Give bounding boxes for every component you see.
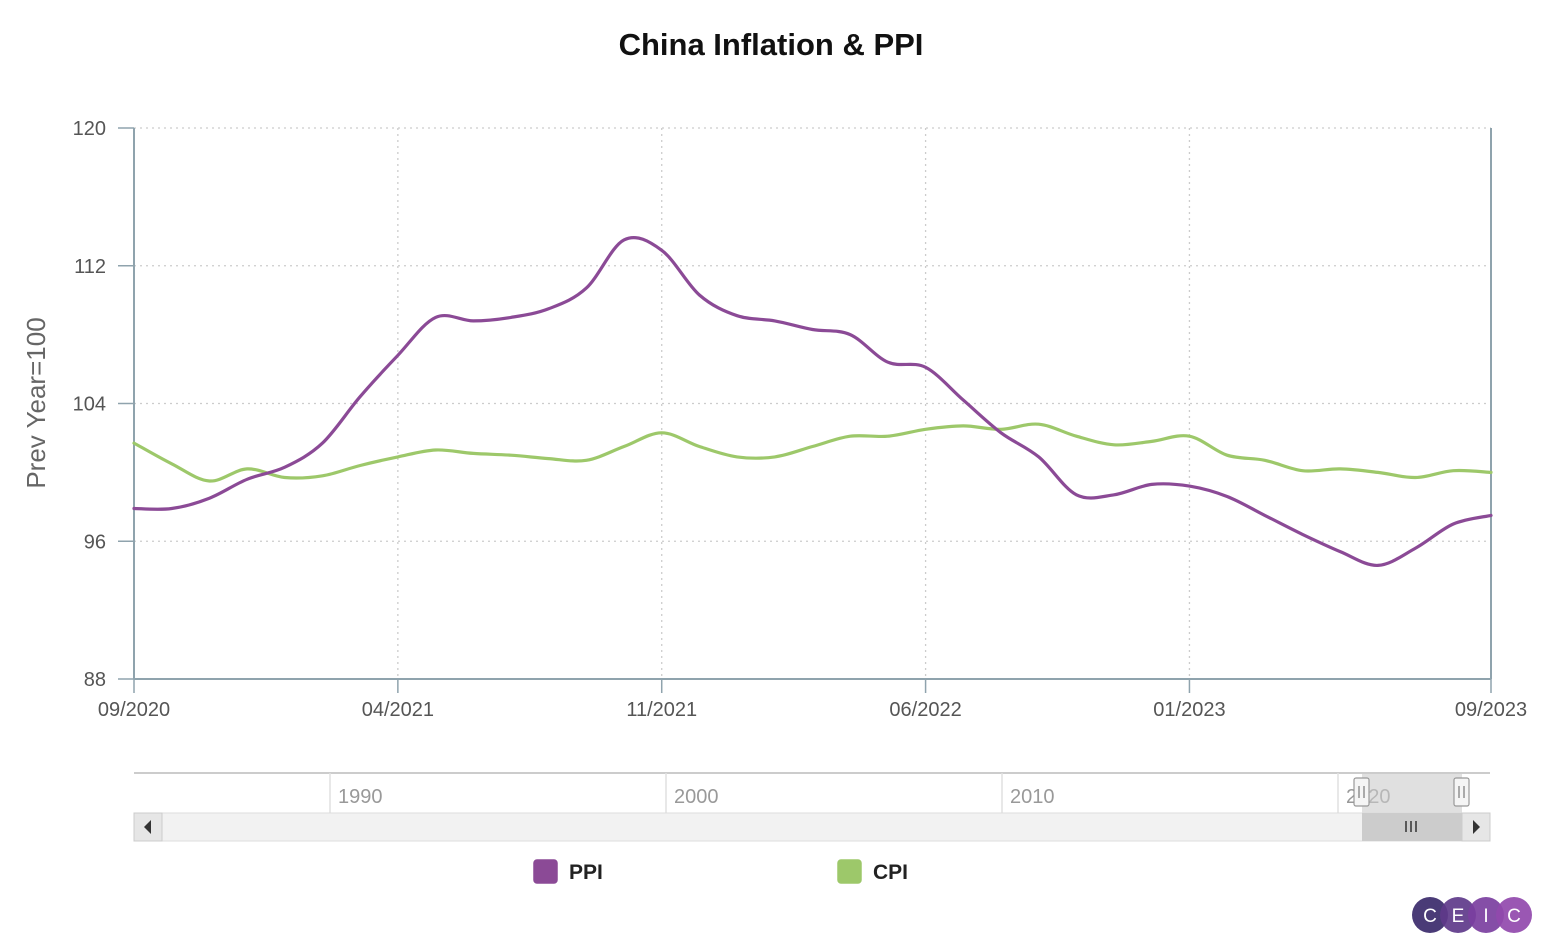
scrollbar-grip-icon xyxy=(1405,821,1417,832)
x-tick-label: 11/2021 xyxy=(626,699,697,721)
legend-swatch-cpi xyxy=(837,859,862,884)
x-tick-label: 09/2023 xyxy=(1455,699,1527,721)
range-navigator[interactable]: 1990200020102020 xyxy=(133,772,1491,842)
x-axis-ticks: 09/2020 04/2021 11/2021 06/2022 01/2023 09/20… xyxy=(98,679,1527,721)
x-tick-label: 09/2020 xyxy=(98,699,170,721)
grid xyxy=(134,127,1491,679)
y-tick-label: 88 xyxy=(84,669,106,691)
navigator-label: 1990 xyxy=(338,786,383,808)
y-tick-label: 112 xyxy=(74,256,106,278)
navigator-scrollbar-thumb[interactable] xyxy=(1362,813,1462,841)
svg-text:C: C xyxy=(1507,906,1521,927)
navigator-handle-right[interactable] xyxy=(1453,777,1470,807)
x-tick-label: 04/2021 xyxy=(362,699,434,721)
y-axis-ticks: 88 96 104 112 120 xyxy=(73,118,134,691)
navigator-label: 2000 xyxy=(674,786,719,808)
navigator-labels: 1990200020102020 xyxy=(329,773,1391,813)
arrow-left-icon xyxy=(144,820,151,834)
series-line-ppi[interactable] xyxy=(132,235,1493,568)
series-lines xyxy=(132,235,1493,568)
x-tick-label: 06/2022 xyxy=(889,699,961,721)
legend-label-cpi: CPI xyxy=(873,861,908,884)
svg-text:C: C xyxy=(1423,906,1437,927)
chart-title: China Inflation & PPI xyxy=(619,27,924,62)
arrow-right-icon xyxy=(1473,820,1480,834)
legend-item-ppi[interactable]: PPI xyxy=(533,859,603,884)
ceic-logo: C E I C xyxy=(1412,897,1532,933)
navigator-label: 2010 xyxy=(1010,786,1055,808)
y-axis-title: Prev Year=100 xyxy=(21,317,51,488)
legend-label-ppi: PPI xyxy=(569,861,603,884)
navigator-selection-mask[interactable] xyxy=(1362,773,1462,813)
svg-text:I: I xyxy=(1483,906,1488,927)
svg-text:E: E xyxy=(1452,906,1465,927)
navigator-handle-left[interactable] xyxy=(1353,777,1370,807)
navigator-scrollbar-track[interactable] xyxy=(133,812,1491,842)
legend-item-cpi[interactable]: CPI xyxy=(837,859,908,884)
legend: PPI CPI xyxy=(533,859,908,884)
scroll-left-button[interactable] xyxy=(133,812,163,842)
x-tick-label: 01/2023 xyxy=(1153,699,1225,721)
y-tick-label: 96 xyxy=(84,531,106,553)
y-tick-label: 104 xyxy=(73,394,106,416)
y-tick-label: 120 xyxy=(73,118,106,140)
legend-swatch-ppi xyxy=(533,859,558,884)
series-line-cpi[interactable] xyxy=(132,422,1493,483)
